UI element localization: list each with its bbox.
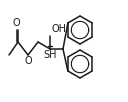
Text: OH: OH: [51, 24, 67, 34]
Text: O: O: [12, 18, 20, 28]
Text: SH: SH: [43, 50, 57, 60]
Text: O: O: [24, 57, 32, 67]
